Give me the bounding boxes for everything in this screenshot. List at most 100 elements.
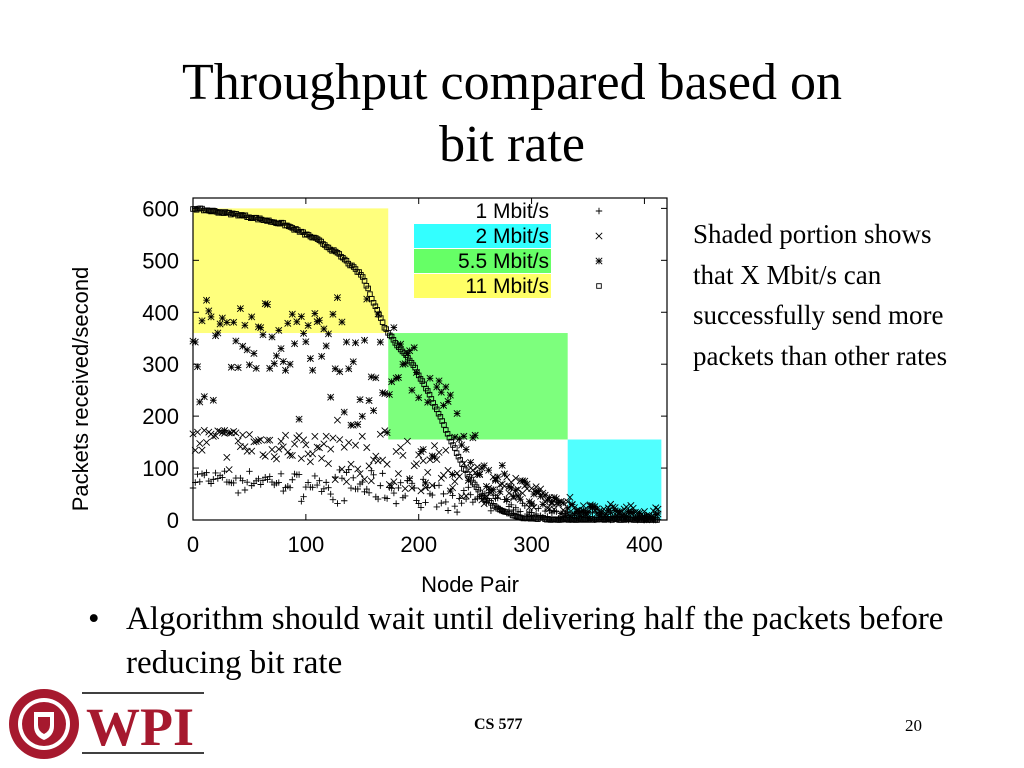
data-point (241, 443, 249, 451)
data-point (367, 373, 375, 381)
data-point (309, 450, 317, 458)
data-point (465, 484, 472, 491)
data-point (415, 394, 423, 402)
legend-label: 11 Mbit/s (465, 275, 549, 298)
data-point (311, 432, 319, 440)
data-point (198, 317, 206, 325)
data-point (240, 213, 247, 219)
data-point (610, 516, 617, 522)
data-point (354, 465, 362, 473)
data-point (448, 438, 454, 445)
data-point (408, 484, 416, 492)
data-point (504, 509, 510, 515)
data-point (571, 516, 577, 523)
data-point (582, 511, 590, 519)
data-point (200, 426, 208, 434)
data-point (361, 336, 369, 344)
data-point (365, 489, 373, 497)
data-point (311, 309, 319, 318)
data-point (508, 501, 515, 509)
data-point (586, 502, 594, 510)
data-point (259, 451, 267, 459)
data-point (451, 503, 459, 510)
data-point (403, 437, 411, 445)
data-point (444, 431, 451, 437)
data-point (245, 361, 253, 369)
data-point (358, 432, 366, 440)
data-point (374, 310, 382, 318)
wpi-logo: WPI (9, 689, 204, 759)
data-point (232, 337, 240, 345)
data-point (514, 492, 522, 500)
data-point (264, 218, 270, 224)
data-point (196, 478, 203, 486)
data-point (342, 338, 351, 346)
data-point (223, 453, 231, 461)
data-point (246, 468, 253, 475)
data-point (261, 452, 269, 460)
data-point (383, 429, 391, 437)
data-point (595, 511, 603, 519)
data-point (383, 326, 389, 332)
data-point (243, 346, 251, 354)
data-point (286, 360, 294, 368)
footer-course: CS 577 (474, 716, 523, 733)
data-point (401, 485, 409, 493)
data-point (266, 364, 274, 372)
data-point (230, 479, 237, 487)
data-point (640, 513, 648, 521)
data-point (306, 355, 314, 363)
data-point (329, 310, 337, 318)
data-point (588, 504, 597, 512)
data-point (517, 508, 524, 515)
data-point (507, 484, 515, 492)
data-point (491, 503, 498, 509)
data-point (275, 326, 283, 334)
data-point (598, 508, 606, 516)
data-point (621, 517, 628, 523)
data-point (198, 446, 206, 454)
data-point (331, 365, 339, 373)
data-point (392, 374, 400, 382)
data-point (559, 499, 567, 507)
data-point (443, 427, 449, 433)
data-point (383, 495, 391, 502)
data-point (462, 492, 470, 500)
data-point (361, 475, 369, 483)
data-point (476, 471, 484, 479)
data-point (534, 487, 542, 495)
data-point (263, 300, 272, 308)
data-point (324, 460, 332, 468)
data-point (309, 484, 316, 491)
data-point (320, 241, 326, 247)
data-point (406, 475, 414, 483)
data-point (496, 488, 504, 496)
data-point (395, 484, 402, 492)
data-point (189, 484, 197, 492)
y-tick-label: 600 (142, 196, 179, 221)
data-point (307, 233, 314, 240)
data-point (275, 445, 283, 453)
data-point (209, 396, 217, 404)
data-point (419, 457, 427, 465)
data-point (397, 443, 405, 452)
data-point (340, 254, 346, 261)
data-point (567, 516, 574, 522)
x-tick-label: 400 (626, 532, 663, 557)
data-point (401, 492, 409, 500)
data-point (428, 396, 435, 402)
data-point (526, 514, 532, 521)
data-point (363, 295, 371, 303)
data-point (415, 500, 422, 507)
data-point (564, 498, 572, 506)
data-point (541, 491, 549, 499)
data-point (546, 493, 554, 501)
data-point (440, 490, 447, 498)
data-point (640, 508, 648, 516)
data-point (592, 516, 599, 522)
data-point (578, 516, 584, 522)
data-point (439, 418, 445, 424)
data-point (410, 344, 418, 352)
data-point (193, 363, 202, 371)
data-point (390, 478, 398, 486)
